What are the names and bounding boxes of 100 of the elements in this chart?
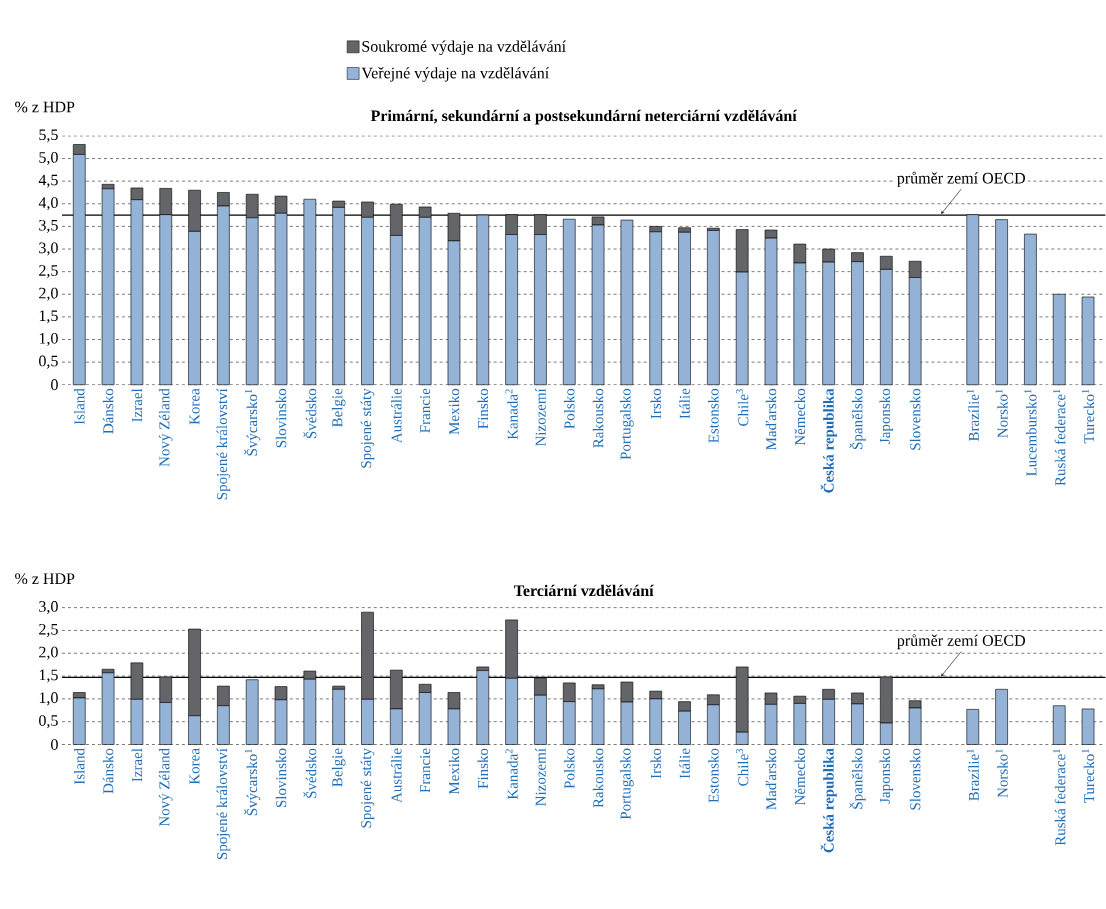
x-tick-label: Korea xyxy=(189,748,200,785)
bar xyxy=(707,229,720,385)
x-tick-label: Polsko xyxy=(563,748,575,789)
y-tick-label: 2,0 xyxy=(39,287,58,301)
bar xyxy=(995,219,1008,385)
x-tick-label: Norsko$^{1}$ xyxy=(995,748,1008,798)
chart-title: Terciární vzdělávání xyxy=(513,584,654,596)
x-tick-label: Japonsko xyxy=(879,748,894,804)
x-tick-label: Kanada$^{2}$ xyxy=(505,389,518,440)
chart-title: Primární, sekundární a postsekundární neterciární vzdělávání xyxy=(370,109,797,125)
x-tick-label: Slovensko xyxy=(909,388,921,450)
x-tick-label: Rakousko xyxy=(592,388,604,448)
x-tick-label: Turecko$^{1}$ xyxy=(1081,748,1095,803)
x-tick-label: Španělsko xyxy=(849,748,866,809)
bar xyxy=(966,708,980,745)
x-tick-label: Irsko xyxy=(650,748,661,779)
x-tick-label: Dánsko xyxy=(102,388,114,434)
x-tick-label: Austrálie xyxy=(391,388,402,443)
x-tick-label: Francie xyxy=(420,388,431,433)
x-tick-label: Nový Zéland xyxy=(158,748,173,827)
bar xyxy=(1052,705,1066,745)
y-tick-label: 0,5 xyxy=(39,355,58,369)
x-tick-label: Turecko$^{1}$ xyxy=(1081,389,1095,443)
x-tick-label: Spojené království xyxy=(216,388,231,500)
bar xyxy=(1081,708,1095,745)
x-tick-label: Francie xyxy=(420,748,431,793)
x-tick-label: Irsko xyxy=(650,388,661,419)
x-tick-label: Nový Zéland xyxy=(158,388,173,467)
x-tick-label: Norsko$^{1}$ xyxy=(995,389,1008,438)
y-axis-title: % z HDP xyxy=(15,573,75,584)
x-tick-label: Slovensko xyxy=(909,748,921,810)
x-tick-label: Island xyxy=(74,748,85,784)
x-tick-label: Nizozemí xyxy=(535,748,546,806)
x-tick-label: Maďarsko xyxy=(765,748,777,810)
y-tick-label: 3,0 xyxy=(39,242,58,256)
y-tick-label: 5,0 xyxy=(39,151,58,165)
y-tick-label: 2,5 xyxy=(39,264,58,278)
x-tick-label: Brazílie$^{1}$ xyxy=(966,389,979,441)
x-tick-label: Estonsko xyxy=(708,388,719,443)
x-tick-label: Belgie xyxy=(331,388,346,427)
x-tick-label: Česká republika xyxy=(820,748,837,853)
x-tick-label: Mexiko xyxy=(448,748,460,795)
x-tick-label: Izrael xyxy=(131,388,143,422)
legend-label: Soukromé výdaje na vzdělávání xyxy=(362,40,566,55)
x-tick-label: Spojené státy xyxy=(360,388,375,468)
x-tick-label: Švédsko xyxy=(303,748,317,798)
y-tick-label: 5,5 xyxy=(39,129,58,143)
y-tick-label: 2,0 xyxy=(39,646,58,660)
x-tick-label: Itálie xyxy=(679,388,690,419)
y-tick-label: 1,5 xyxy=(39,310,58,324)
x-tick-label: Japonsko xyxy=(879,388,894,444)
x-tick-label: Česká republika xyxy=(820,388,837,493)
y-tick-label: 4,5 xyxy=(38,174,58,188)
y-tick-label: 3,0 xyxy=(39,600,58,614)
x-tick-label: Island xyxy=(74,388,85,425)
x-tick-label: Rakousko xyxy=(592,748,604,808)
x-tick-label: Austrálie xyxy=(391,748,402,803)
x-tick-label: Portugalsko xyxy=(620,388,634,460)
y-axis-title: % z HDP xyxy=(15,101,75,113)
x-tick-label: Ruská federace$^{1}$ xyxy=(1053,748,1066,846)
ref-line-label: průměr zemí OECD xyxy=(897,171,1025,187)
x-tick-label: Ruská federace$^{1}$ xyxy=(1053,389,1066,486)
y-tick-label: 1,0 xyxy=(39,692,58,706)
x-tick-label: Maďarsko xyxy=(765,388,777,450)
x-tick-label: Lucembursko$^{1}$ xyxy=(1024,389,1037,476)
x-tick-label: Německo xyxy=(794,388,806,446)
x-tick-label: Izrael xyxy=(131,748,143,782)
x-tick-label: Finsko xyxy=(477,388,489,429)
x-tick-label: Dánsko xyxy=(102,748,114,794)
x-tick-label: Estonsko xyxy=(708,748,719,803)
x-tick-label: Mexiko xyxy=(448,388,460,435)
x-tick-label: Švýcarsko$^{1}$ xyxy=(244,748,261,816)
x-tick-label: Finsko xyxy=(477,748,489,789)
bar xyxy=(678,231,691,385)
x-tick-label: Belgie xyxy=(331,748,346,787)
x-tick-label: Kanada$^{2}$ xyxy=(505,748,518,799)
y-tick-label: 3,5 xyxy=(39,219,58,233)
x-tick-label: Slovinsko xyxy=(275,388,287,448)
x-tick-label: Spojené státy xyxy=(360,747,375,828)
y-tick-label: 1,0 xyxy=(39,332,58,346)
x-tick-label: Španělsko xyxy=(849,388,866,449)
bar xyxy=(620,219,634,385)
x-tick-label: Itálie xyxy=(679,748,690,779)
ref-line-label: průměr zemí OECD xyxy=(897,633,1025,649)
x-tick-label: Spojené království xyxy=(216,748,231,859)
x-tick-label: Korea xyxy=(189,388,200,425)
x-tick-label: Slovinsko xyxy=(275,748,287,807)
bar xyxy=(562,218,576,385)
bar xyxy=(591,688,605,745)
x-tick-label: Portugalsko xyxy=(620,748,634,820)
bar xyxy=(1081,296,1095,385)
y-tick-label: 0 xyxy=(51,738,58,750)
y-tick-label: 0,5 xyxy=(39,714,58,729)
x-tick-label: Polsko xyxy=(563,388,575,429)
x-tick-label: Brazílie$^{1}$ xyxy=(966,748,979,801)
bar xyxy=(995,688,1008,745)
y-tick-label: 1,5 xyxy=(39,669,58,683)
x-tick-label: Nizozemí xyxy=(535,388,546,446)
x-tick-label: Švédsko xyxy=(303,388,317,438)
x-tick-label: Chile$^{3}$ xyxy=(736,389,749,426)
